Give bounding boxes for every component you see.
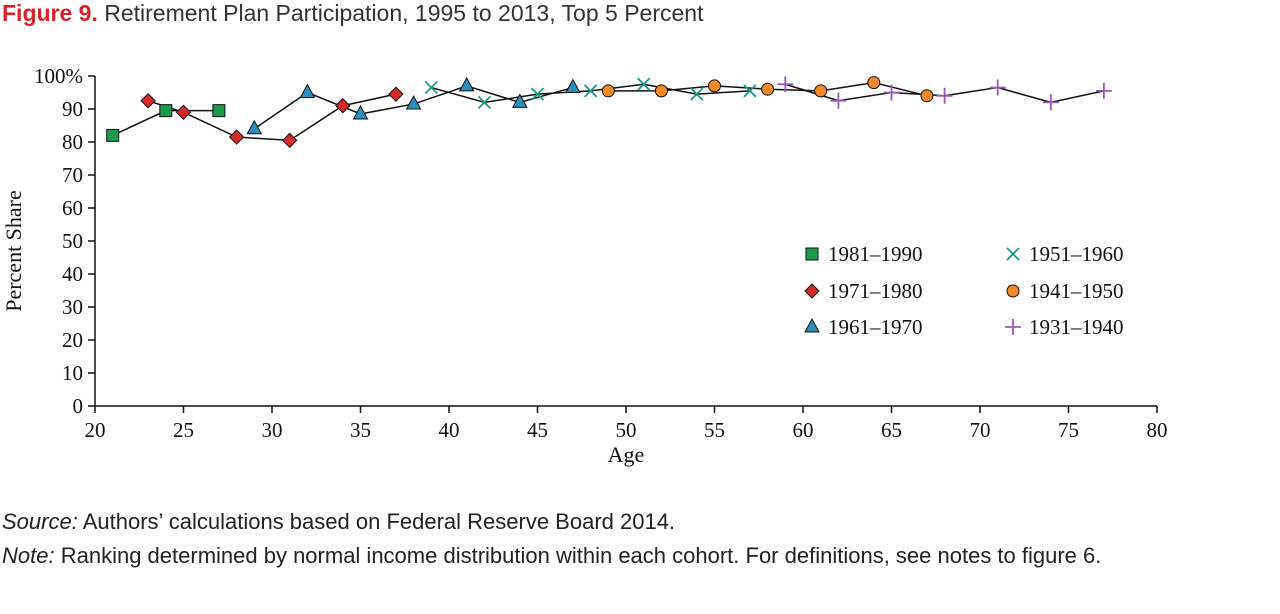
data-point <box>565 78 581 94</box>
legend-label: 1931–1940 <box>1029 315 1124 339</box>
data-point <box>814 84 828 98</box>
data-point <box>388 86 404 102</box>
data-point <box>106 128 120 142</box>
figure-label: Figure 9. <box>2 0 98 26</box>
x-tick-label: 65 <box>881 418 902 442</box>
y-tick-label: 90 <box>62 97 83 121</box>
source-label: Source: <box>2 509 78 534</box>
data-point <box>601 84 615 98</box>
y-tick-label: 30 <box>62 295 83 319</box>
data-point <box>654 84 668 98</box>
x-tick-label: 20 <box>85 418 106 442</box>
data-point <box>761 82 775 96</box>
y-tick-label: 100% <box>34 64 83 88</box>
data-point <box>335 97 351 114</box>
legend-label: 1961–1970 <box>828 315 923 339</box>
x-tick-label: 60 <box>793 418 814 442</box>
data-point <box>159 104 173 118</box>
x-tick-label: 25 <box>173 418 194 442</box>
data-point <box>989 79 1006 96</box>
legend-marker <box>804 317 820 333</box>
y-tick-label: 60 <box>62 196 83 220</box>
y-tick-label: 50 <box>62 229 83 253</box>
data-point <box>246 119 263 135</box>
note-label: Note: <box>2 543 55 568</box>
legend-marker <box>804 283 820 299</box>
data-point <box>458 76 475 92</box>
data-point <box>477 95 492 110</box>
note-text: Ranking determined by normal income dist… <box>60 543 1102 568</box>
x-tick-label: 80 <box>1147 418 1168 442</box>
data-point <box>743 84 757 98</box>
x-tick-label: 70 <box>970 418 991 442</box>
legend-label: 1951–1960 <box>1029 242 1124 266</box>
data-point <box>281 132 298 149</box>
data-point <box>352 104 369 120</box>
y-tick-label: 70 <box>62 163 83 187</box>
source-line: Source: Authors’ calculations based on F… <box>2 505 1280 539</box>
y-tick-label: 80 <box>62 130 83 154</box>
data-point <box>424 80 438 95</box>
x-tick-label: 50 <box>616 418 637 442</box>
legend-marker <box>1006 284 1020 298</box>
note-line: Note: Ranking determined by normal incom… <box>2 539 1280 573</box>
data-point <box>1095 82 1112 99</box>
y-tick-label: 20 <box>62 328 83 352</box>
data-point <box>830 92 847 109</box>
data-point <box>530 87 545 101</box>
data-point <box>212 104 226 118</box>
legend-marker <box>1006 247 1020 261</box>
data-point <box>690 87 704 101</box>
legend-marker <box>805 247 819 261</box>
legend-label: 1971–1980 <box>828 279 923 303</box>
data-point <box>583 84 598 98</box>
y-tick-label: 0 <box>73 394 84 418</box>
data-point <box>637 77 651 91</box>
data-point <box>228 129 245 145</box>
data-point <box>1042 94 1059 111</box>
data-point <box>299 83 316 98</box>
legend-label: 1981–1990 <box>828 242 923 266</box>
x-tick-label: 30 <box>262 418 283 442</box>
x-axis-label: Age <box>608 442 645 467</box>
source-text: Authors’ calculations based on Federal R… <box>82 509 676 534</box>
x-tick-label: 55 <box>704 418 725 442</box>
series-markers <box>106 76 1112 149</box>
figure-title-text: Retirement Plan Participation, 1995 to 2… <box>104 0 704 26</box>
chart-legend: 1981–1990 1971–1980 1961–1970 1951–1960 1941… <box>804 242 1124 339</box>
x-tick-label: 75 <box>1058 418 1079 442</box>
legend-marker <box>1005 319 1021 335</box>
data-point <box>867 76 881 90</box>
y-axis-label: Percent Share <box>1 190 26 312</box>
data-point <box>708 79 721 93</box>
line-chart: 0 10 20 30 40 50 60 70 80 90 100% 20 25 30 35 40 45 50 55 6… <box>1 64 1168 467</box>
y-tick-label: 10 <box>62 361 83 385</box>
data-point <box>175 104 192 121</box>
data-point <box>777 76 794 93</box>
data-point <box>883 84 900 101</box>
figure-title: Figure 9. Retirement Plan Participation,… <box>2 0 703 27</box>
data-point <box>140 93 156 109</box>
data-point <box>511 93 528 108</box>
x-tick-label: 35 <box>350 418 371 442</box>
chart-axes: 0 10 20 30 40 50 60 70 80 90 100% 20 25 30 35 40 45 50 55 6… <box>1 64 1168 467</box>
y-tick-label: 40 <box>62 262 83 286</box>
x-tick-label: 40 <box>439 418 460 442</box>
x-tick-label: 45 <box>527 418 548 442</box>
data-point <box>405 94 422 110</box>
series-line-2 <box>147 93 397 142</box>
legend-label: 1941–1950 <box>1029 279 1124 303</box>
figure-notes: Source: Authors’ calculations based on F… <box>2 505 1280 573</box>
data-point <box>936 87 953 104</box>
data-point <box>920 89 934 103</box>
